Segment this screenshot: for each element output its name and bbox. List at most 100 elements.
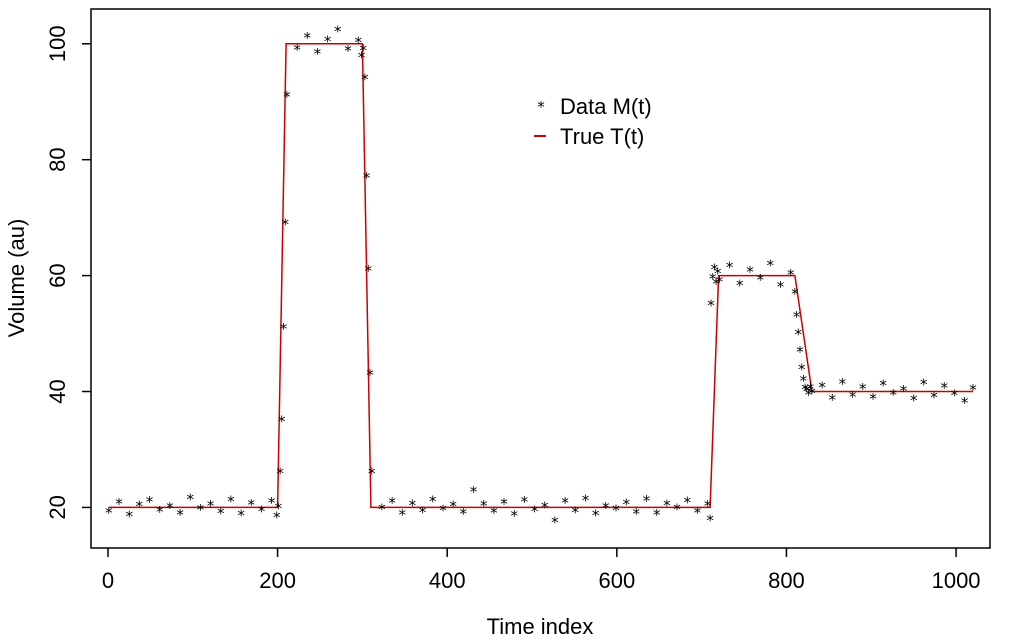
data-point: * [258,502,266,520]
data-point: * [582,491,590,509]
data-point: * [796,343,804,361]
data-point: * [951,386,959,404]
data-point: * [572,504,580,522]
data-point: * [714,265,722,283]
data-point: * [293,41,301,59]
data-point: * [694,504,702,522]
data-point: * [359,42,367,60]
data-point: * [663,497,671,515]
data-point: * [709,270,717,288]
data-point: * [633,505,641,523]
data-point: * [361,71,369,89]
data-point: * [237,506,245,524]
data-point: * [800,372,808,390]
data-point: * [961,394,969,412]
y-tick-label: 20 [45,495,70,519]
data-point: * [791,285,799,303]
data-point: * [798,360,806,378]
data-point: * [136,498,144,516]
data-point: * [787,266,795,284]
data-point: * [460,505,468,523]
data-point: * [643,492,651,510]
data-point: * [500,495,508,513]
data-point: * [217,505,225,523]
data-point: * [510,507,518,525]
data-points-group: **** ** * *** * **** * ************** ********* *… [105,22,977,531]
data-point: * [707,297,715,315]
data-point: * [365,262,373,280]
data-point: * [592,506,600,524]
data-point: * [808,385,816,403]
data-point: * [839,375,847,393]
data-point: * [449,498,457,516]
data-point: * [890,386,898,404]
data-point: * [673,501,681,519]
data-point: * [806,380,814,398]
data-point: * [273,509,281,527]
data-point: * [756,271,764,289]
data-point: * [910,392,918,410]
data-point: * [612,502,620,520]
data-point: * [115,495,123,513]
data-point: * [711,261,719,279]
data-point: * [186,491,194,509]
data-point: * [706,512,714,530]
data-point: * [105,504,113,522]
data-point: * [334,22,342,40]
data-point: * [561,494,569,512]
data-point: * [716,273,724,291]
data-point: * [818,378,826,396]
data-point: * [541,498,549,516]
plot-frame [90,8,991,549]
data-point: * [746,263,754,281]
data-point: * [829,391,837,409]
data-point: * [363,169,371,187]
data-point: * [275,499,283,517]
data-point: * [704,497,712,515]
data-point: * [344,42,352,60]
data-point: * [480,497,488,515]
data-point: * [248,496,256,514]
data-point: * [795,326,803,344]
data-point: * [378,501,386,519]
data-point: * [900,382,908,400]
y-tick-label: 40 [45,379,70,403]
true-series-group [108,43,973,509]
data-point: * [777,278,785,296]
series-line-true [108,43,973,509]
x-axis-label: Time index [487,614,594,639]
data-point: * [726,258,734,276]
x-tick-label: 400 [429,568,466,593]
y-axis-label: Volume (au) [4,219,29,338]
data-point: * [278,413,286,431]
legend: * Data M(t) True T(t) [534,94,652,149]
x-tick-label: 200 [259,568,296,593]
legend-label-true: True T(t) [560,124,644,149]
data-point: * [439,502,447,520]
data-point: * [324,32,332,50]
data-point: * [156,503,164,521]
data-point: * [283,88,291,106]
data-point: * [803,382,811,400]
data-point: * [879,377,887,395]
data-point: * [551,513,559,531]
data-point: * [622,495,630,513]
data-point: * [280,320,288,338]
data-point: * [521,493,529,511]
data-point: * [197,501,205,519]
legend-marker-data: * [537,98,545,116]
legend-label-data: Data M(t) [560,94,652,119]
data-point: * [793,308,801,326]
data-point: * [358,49,366,67]
data-point: * [930,389,938,407]
data-point: * [712,275,720,293]
data-point: * [399,506,407,524]
y-tick-label: 60 [45,263,70,287]
y-tick-label: 80 [45,147,70,171]
data-point: * [314,45,322,63]
data-point: * [859,380,867,398]
x-tick-label: 1000 [932,568,981,593]
x-tick-label: 0 [102,568,114,593]
y-axis: 20 40 60 80 100 [45,25,91,520]
